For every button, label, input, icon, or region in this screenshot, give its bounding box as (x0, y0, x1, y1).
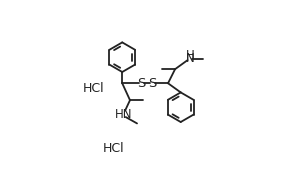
Text: H: H (185, 48, 194, 61)
Text: HN: HN (115, 108, 132, 121)
Text: HCl: HCl (103, 142, 124, 155)
Text: N: N (185, 52, 194, 65)
Text: S: S (137, 77, 145, 90)
Text: S: S (148, 77, 157, 90)
Text: HCl: HCl (83, 82, 105, 95)
